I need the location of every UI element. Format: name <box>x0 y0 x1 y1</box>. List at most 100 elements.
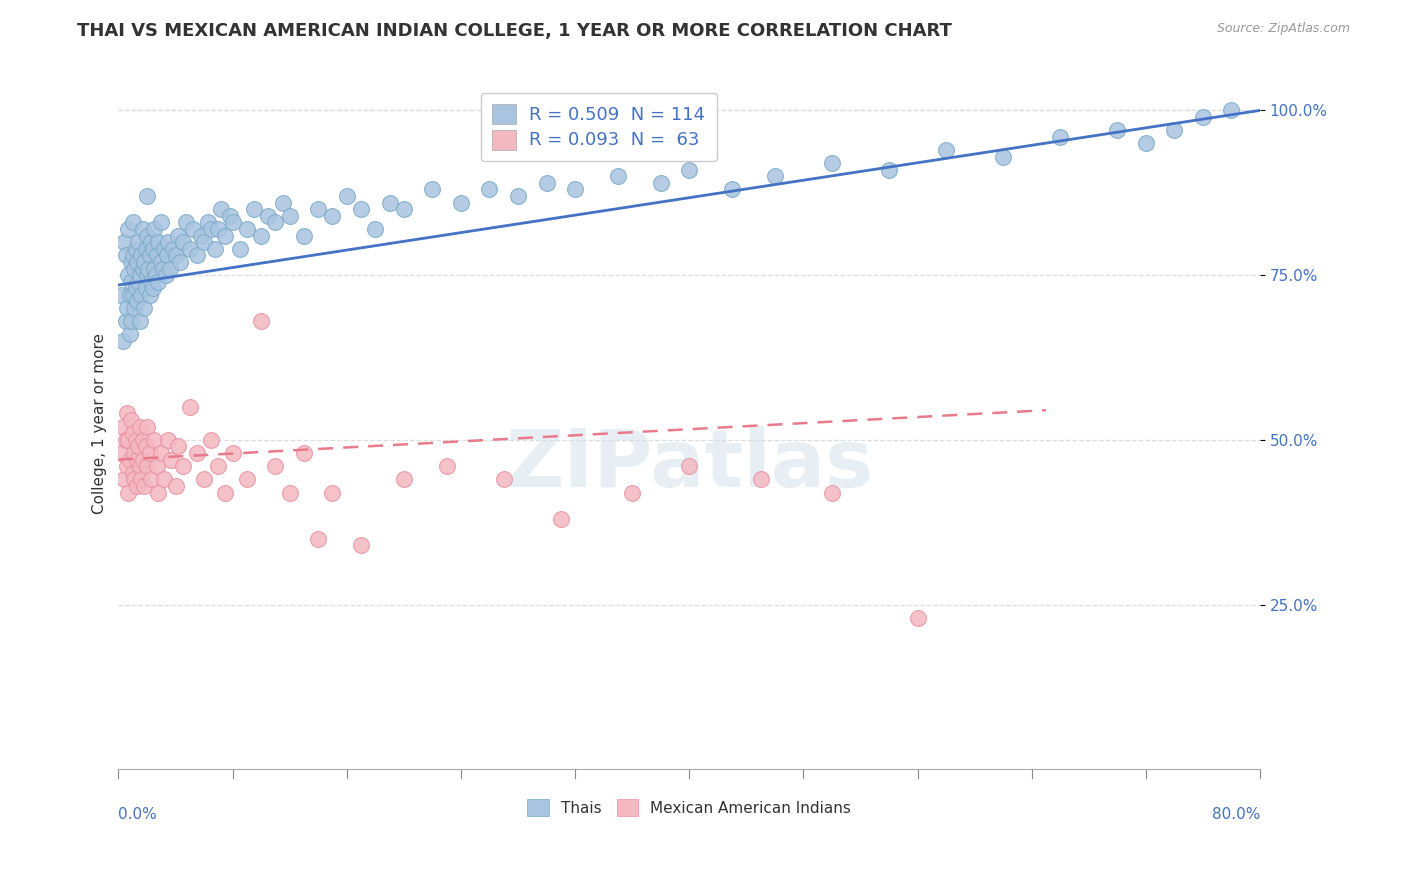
Point <box>136 228 159 243</box>
Text: Source: ZipAtlas.com: Source: ZipAtlas.com <box>1216 22 1350 36</box>
Point <box>110 288 132 302</box>
Point <box>214 485 236 500</box>
Point <box>935 143 957 157</box>
Point <box>204 242 226 256</box>
Point <box>136 459 159 474</box>
Point <box>292 446 315 460</box>
Point <box>193 235 215 249</box>
Point <box>181 222 204 236</box>
Point <box>134 301 156 315</box>
Point <box>117 268 139 282</box>
Point <box>621 485 644 500</box>
Text: THAI VS MEXICAN AMERICAN INDIAN COLLEGE, 1 YEAR OR MORE CORRELATION CHART: THAI VS MEXICAN AMERICAN INDIAN COLLEGE,… <box>77 22 952 40</box>
Point <box>139 446 162 460</box>
Point <box>179 400 201 414</box>
Point <box>114 248 136 262</box>
Point <box>307 532 329 546</box>
Point <box>125 255 148 269</box>
Point <box>127 275 149 289</box>
Point <box>877 162 900 177</box>
Point <box>136 268 159 282</box>
Point <box>152 261 174 276</box>
Point <box>129 248 152 262</box>
Point <box>200 433 222 447</box>
Point <box>174 215 197 229</box>
Point <box>111 334 134 348</box>
Point <box>117 222 139 236</box>
Point <box>157 235 180 249</box>
Point <box>422 182 444 196</box>
Point <box>162 242 184 256</box>
Point <box>264 215 287 229</box>
Point <box>125 294 148 309</box>
Point <box>821 485 844 500</box>
Point <box>115 301 138 315</box>
Point <box>1107 123 1129 137</box>
Point <box>128 459 150 474</box>
Point <box>278 209 301 223</box>
Point <box>207 222 229 236</box>
Point <box>128 419 150 434</box>
Point <box>214 228 236 243</box>
Point <box>243 202 266 217</box>
Point <box>131 261 153 276</box>
Point <box>606 169 628 184</box>
Point <box>117 433 139 447</box>
Point <box>128 314 150 328</box>
Point <box>115 407 138 421</box>
Point <box>364 222 387 236</box>
Point <box>127 235 149 249</box>
Point <box>193 472 215 486</box>
Point <box>218 209 240 223</box>
Point <box>153 472 176 486</box>
Point <box>492 472 515 486</box>
Point <box>236 222 259 236</box>
Point <box>190 228 212 243</box>
Point <box>143 222 166 236</box>
Point <box>124 281 146 295</box>
Point <box>129 288 152 302</box>
Point <box>186 248 208 262</box>
Point <box>121 288 143 302</box>
Point <box>121 466 143 480</box>
Point <box>159 261 181 276</box>
Point <box>1192 110 1215 124</box>
Point <box>153 242 176 256</box>
Point <box>122 301 145 315</box>
Point <box>131 222 153 236</box>
Point <box>506 189 529 203</box>
Point <box>292 228 315 243</box>
Point <box>378 195 401 210</box>
Point <box>550 512 572 526</box>
Y-axis label: College, 1 year or more: College, 1 year or more <box>93 333 107 514</box>
Point <box>118 288 141 302</box>
Point <box>1220 103 1243 118</box>
Point <box>114 433 136 447</box>
Point <box>138 261 160 276</box>
Point <box>139 248 162 262</box>
Point <box>112 472 135 486</box>
Point <box>436 459 458 474</box>
Point <box>142 242 165 256</box>
Point <box>128 268 150 282</box>
Point <box>167 439 190 453</box>
Point <box>179 242 201 256</box>
Point <box>221 215 243 229</box>
Point <box>129 472 152 486</box>
Point <box>122 472 145 486</box>
Point <box>278 485 301 500</box>
Text: ZIPatlas: ZIPatlas <box>505 425 873 504</box>
Point <box>678 162 700 177</box>
Point <box>229 242 252 256</box>
Point <box>250 228 273 243</box>
Point <box>120 413 142 427</box>
Point <box>165 479 187 493</box>
Point <box>221 446 243 460</box>
Point <box>564 182 586 196</box>
Point <box>186 446 208 460</box>
Point <box>157 433 180 447</box>
Point <box>307 202 329 217</box>
Point <box>536 176 558 190</box>
Point <box>134 479 156 493</box>
Point <box>150 215 173 229</box>
